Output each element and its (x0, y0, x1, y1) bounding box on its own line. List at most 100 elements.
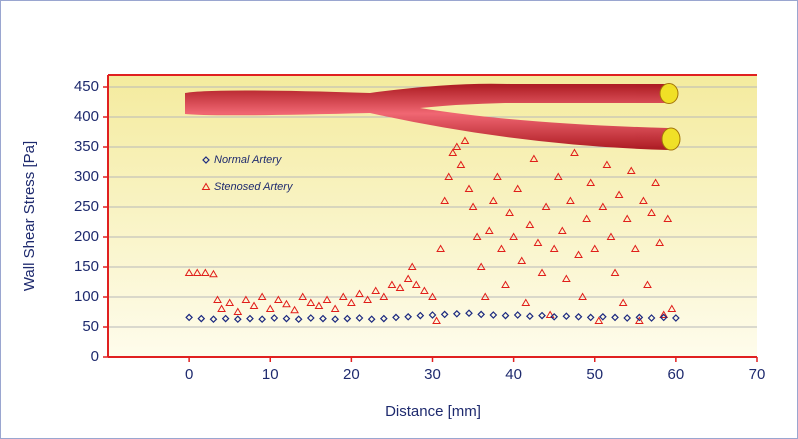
point (282, 299, 291, 308)
point (306, 298, 316, 306)
point (258, 315, 266, 324)
point (488, 196, 498, 204)
x-tick-label: 10 (262, 366, 279, 383)
point (290, 305, 299, 314)
point (355, 289, 364, 297)
point (622, 214, 632, 222)
point (643, 280, 652, 288)
point (331, 315, 339, 324)
y-tick-label: 0 (91, 348, 99, 365)
point (270, 314, 279, 322)
point (480, 292, 490, 300)
point (347, 298, 356, 306)
point (611, 313, 619, 322)
point (602, 160, 612, 168)
point (634, 316, 644, 324)
point (626, 166, 636, 174)
point (456, 160, 466, 168)
point (574, 250, 583, 258)
point (610, 268, 620, 276)
point (319, 314, 327, 323)
x-tick-label: 20 (343, 366, 360, 383)
point (630, 244, 640, 252)
point (545, 310, 555, 318)
point (298, 292, 308, 300)
point (493, 172, 502, 180)
point (306, 314, 315, 322)
point (489, 311, 498, 319)
point (590, 244, 600, 252)
point (659, 310, 669, 318)
point (395, 283, 405, 291)
point (537, 268, 547, 276)
point (663, 214, 673, 222)
point (541, 202, 551, 210)
legend-marker (202, 156, 210, 164)
point (411, 280, 421, 288)
point (553, 172, 563, 180)
point (465, 309, 473, 318)
point (525, 220, 535, 228)
point (416, 311, 425, 320)
point (647, 208, 656, 216)
point (233, 315, 242, 324)
point (420, 286, 429, 294)
legend: Normal Artery Stenosed Artery (201, 154, 294, 193)
y-tick-label: 50 (82, 318, 99, 335)
x-tick-label: 30 (424, 366, 441, 383)
point (549, 244, 559, 252)
point (209, 315, 218, 324)
point (367, 315, 376, 324)
point (618, 298, 628, 306)
legend-label: Normal Artery (214, 154, 283, 166)
point (407, 262, 417, 270)
point (476, 262, 486, 270)
y-tick-label: 150 (74, 258, 99, 275)
point (444, 172, 454, 180)
point (233, 307, 243, 315)
point (566, 196, 575, 204)
artery-tube (185, 83, 668, 150)
point (241, 295, 251, 303)
point (497, 244, 506, 252)
point (392, 313, 400, 322)
point (672, 314, 680, 322)
point (436, 244, 445, 252)
point (472, 232, 482, 240)
point (635, 313, 644, 322)
point (432, 316, 441, 324)
point (521, 298, 531, 306)
point (257, 292, 267, 300)
point (586, 178, 596, 186)
point (623, 314, 632, 322)
point (460, 136, 470, 144)
point (606, 232, 616, 240)
artery-illustration (185, 83, 681, 151)
x-tick-label: 70 (749, 366, 766, 383)
point (379, 292, 389, 300)
point (526, 312, 534, 321)
point (314, 301, 324, 309)
y-tick-label: 300 (74, 168, 99, 185)
point (209, 269, 218, 278)
point (517, 256, 527, 264)
point (477, 310, 486, 319)
point (484, 226, 494, 234)
point (246, 314, 254, 323)
point (639, 196, 648, 204)
y-tick-label: 250 (74, 198, 99, 215)
point (197, 314, 206, 323)
point (594, 316, 604, 324)
point (599, 312, 607, 321)
point (371, 286, 381, 294)
point (533, 238, 543, 246)
point (249, 301, 259, 309)
point (440, 310, 449, 319)
y-tick-label: 400 (74, 108, 99, 125)
point (505, 208, 514, 216)
point (582, 214, 592, 222)
x-tick-label: 0 (185, 366, 193, 383)
point (448, 148, 458, 156)
point (265, 304, 275, 312)
point (452, 142, 462, 150)
